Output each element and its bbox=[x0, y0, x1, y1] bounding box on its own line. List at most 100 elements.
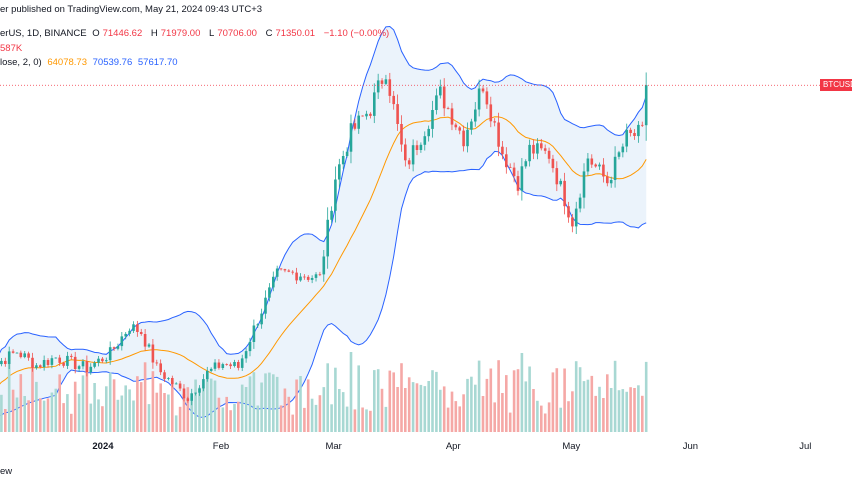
candle-body bbox=[182, 388, 186, 399]
candle-body bbox=[291, 271, 294, 273]
volume-bar bbox=[11, 389, 15, 432]
volume-bar bbox=[159, 383, 162, 432]
bb-fill bbox=[0, 26, 647, 418]
volume-bar bbox=[206, 378, 209, 432]
candle-body bbox=[229, 364, 232, 367]
candle bbox=[512, 162, 516, 183]
high-label: H bbox=[150, 28, 158, 39]
candle-body bbox=[540, 143, 543, 149]
bollinger-bands bbox=[0, 25, 647, 418]
volume-bar bbox=[182, 393, 186, 432]
candle-body bbox=[365, 113, 368, 117]
candle bbox=[551, 154, 555, 173]
volume-bar bbox=[415, 383, 419, 432]
candle-body bbox=[470, 121, 473, 130]
candle bbox=[341, 150, 345, 170]
volume-bar bbox=[567, 401, 570, 432]
candle bbox=[233, 359, 236, 368]
candle bbox=[101, 357, 104, 363]
candle bbox=[19, 350, 23, 359]
candle-body bbox=[62, 362, 65, 366]
candle-body bbox=[42, 360, 46, 368]
volume-bar bbox=[97, 399, 100, 432]
candle bbox=[477, 79, 481, 117]
volume-bar bbox=[291, 414, 294, 432]
candle-body bbox=[388, 79, 392, 96]
candle bbox=[295, 267, 298, 285]
candle-body bbox=[536, 143, 539, 154]
bb-label[interactable]: lose, 2, 0) bbox=[0, 57, 42, 68]
candle-body bbox=[237, 362, 240, 368]
candle bbox=[637, 121, 640, 143]
candle-body bbox=[419, 144, 423, 150]
high-value: 71979.00 bbox=[160, 28, 201, 39]
candle bbox=[77, 364, 81, 372]
volume-bar bbox=[89, 403, 93, 432]
volume-bar bbox=[237, 401, 240, 432]
candle-body bbox=[582, 171, 586, 198]
volume-bar bbox=[373, 370, 376, 432]
volume-bar bbox=[171, 381, 174, 432]
candle bbox=[384, 74, 388, 86]
volume-bar bbox=[365, 409, 368, 432]
candle-body bbox=[260, 313, 263, 325]
candle bbox=[489, 96, 493, 128]
candle-body bbox=[186, 398, 190, 401]
volume-bar bbox=[101, 406, 104, 432]
candle bbox=[159, 359, 162, 376]
volume-bar bbox=[233, 404, 236, 432]
volume-bar bbox=[353, 409, 357, 432]
candle-body bbox=[338, 164, 341, 180]
candle-body bbox=[287, 270, 291, 272]
candle bbox=[35, 363, 38, 370]
candle-body bbox=[407, 160, 411, 165]
volume-bar bbox=[116, 399, 120, 432]
candle-body bbox=[306, 276, 310, 280]
candle-body bbox=[633, 133, 636, 136]
candle bbox=[318, 271, 322, 277]
volume-bar bbox=[260, 382, 263, 432]
candle bbox=[194, 392, 197, 396]
volume-bar bbox=[167, 394, 170, 432]
candle-body bbox=[326, 219, 329, 257]
volume-bar bbox=[73, 381, 77, 432]
candle bbox=[132, 321, 135, 334]
volume-bar bbox=[46, 398, 50, 432]
candle-body bbox=[0, 360, 3, 365]
candle-body bbox=[143, 334, 147, 347]
candle bbox=[248, 337, 252, 357]
candle bbox=[594, 163, 597, 168]
volume-bar bbox=[505, 375, 508, 432]
volume-bar bbox=[256, 405, 260, 432]
candle-body bbox=[481, 88, 485, 92]
candle bbox=[349, 114, 353, 164]
candle bbox=[625, 123, 628, 153]
candle bbox=[42, 355, 46, 371]
candle bbox=[209, 367, 213, 373]
volume-bar bbox=[314, 404, 318, 432]
volume-bar bbox=[23, 396, 26, 432]
candle bbox=[435, 88, 438, 115]
candle-body bbox=[442, 86, 446, 109]
volume-bar bbox=[7, 358, 11, 432]
candle-body bbox=[497, 122, 500, 147]
candle bbox=[493, 118, 496, 127]
candle-body bbox=[39, 365, 42, 368]
candle bbox=[97, 355, 100, 367]
candle bbox=[7, 346, 11, 370]
candle-body bbox=[450, 108, 454, 125]
candle bbox=[547, 147, 551, 164]
volume-bar bbox=[407, 377, 411, 432]
candle-body bbox=[446, 108, 450, 109]
candle bbox=[139, 328, 143, 336]
candle-body bbox=[233, 362, 236, 366]
symbol-text[interactable]: erUS, 1D, BINANCE bbox=[0, 28, 87, 39]
volume-bar bbox=[431, 370, 434, 432]
candle-body bbox=[454, 124, 458, 128]
open-label: O bbox=[92, 28, 100, 39]
candle bbox=[392, 91, 395, 110]
volume-bar bbox=[252, 372, 256, 432]
volume-bar bbox=[330, 404, 333, 432]
candle-body bbox=[322, 256, 326, 275]
